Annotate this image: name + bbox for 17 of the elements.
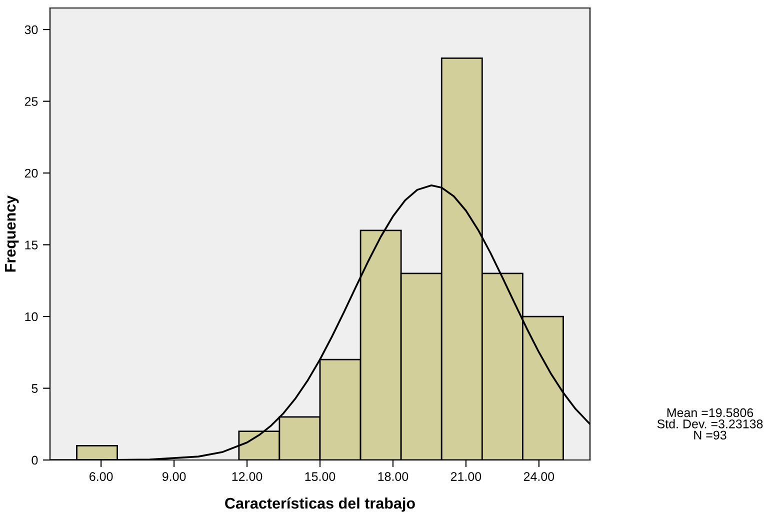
x-axis-title: Características del trabajo [225, 497, 415, 512]
y-tick-label: 15 [25, 240, 38, 250]
y-axis-title: Frequency [5, 195, 19, 272]
x-tick-label: 12.00 [232, 472, 262, 481]
x-tick-label: 18.00 [378, 472, 408, 481]
x-tick-label: 9.00 [162, 472, 186, 481]
y-tick-label: 5 [32, 384, 38, 393]
x-tick-label: 24.00 [524, 472, 554, 481]
y-tick-label: 10 [25, 312, 38, 322]
y-tick-label: 25 [24, 97, 38, 106]
text: Mean =19.5806 Std. Dev. =3.23138 N =93 [657, 408, 763, 440]
y-tick-label: 0 [32, 456, 38, 465]
y-tick-label: 30 [24, 25, 38, 34]
y-tick-label: 20 [24, 168, 38, 178]
x-tick-label: 21.00 [450, 472, 482, 481]
x-tick-label: 6.00 [90, 472, 113, 481]
x-tick-label: 15.00 [305, 472, 336, 481]
